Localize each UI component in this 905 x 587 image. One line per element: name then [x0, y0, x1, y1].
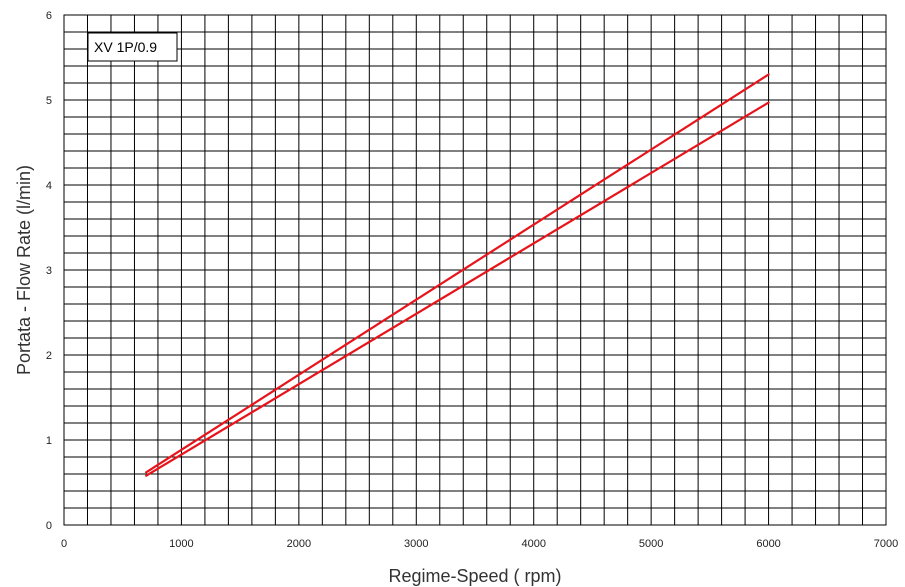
x-tick-label: 3000	[404, 538, 428, 550]
x-tick-label: 5000	[639, 538, 663, 550]
series-layer	[145, 73, 770, 477]
x-tick-label: 0	[61, 538, 67, 550]
y-tick-label: 6	[46, 10, 52, 22]
y-tick-label: 1	[46, 435, 52, 447]
x-tick-label: 4000	[521, 538, 545, 550]
series-line-1	[145, 73, 770, 474]
x-tick-label: 1000	[169, 538, 193, 550]
x-tick-label: 7000	[874, 538, 898, 550]
x-tick-label: 2000	[287, 538, 311, 550]
y-tick-label: 0	[46, 520, 52, 532]
y-axis-title: Portata - Flow Rate (l/min)	[14, 165, 34, 375]
y-tick-label: 3	[46, 265, 52, 277]
annotation-frame	[87, 32, 178, 62]
y-tick-label: 5	[46, 95, 52, 107]
tick-labels: 0 1000 2000 3000 4000 5000 6000 7000 0 1 2 3 4 5 6	[46, 10, 898, 550]
annotation-box: XV 1P/0.9	[87, 32, 178, 62]
y-tick-label: 2	[46, 350, 52, 362]
x-axis-title: Regime-Speed ( rpm)	[388, 566, 561, 586]
grid	[63, 14, 887, 526]
y-tick-label: 4	[46, 180, 52, 192]
series-line-2	[145, 101, 770, 477]
annotation-label: XV 1P/0.9	[94, 39, 157, 55]
x-tick-label: 6000	[756, 538, 780, 550]
plot-frame	[63, 14, 887, 526]
